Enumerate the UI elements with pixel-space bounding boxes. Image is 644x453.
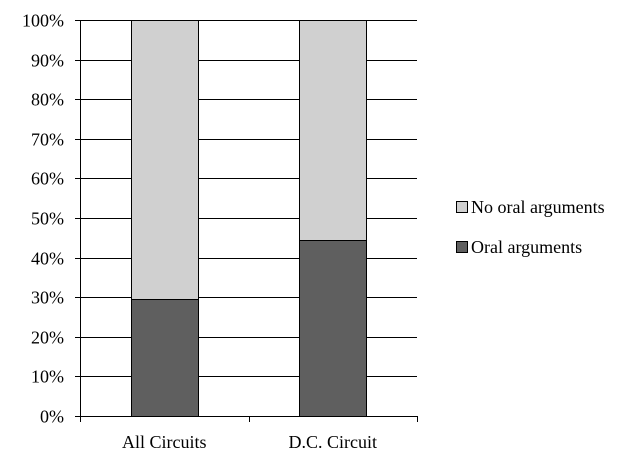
y-tick-label: 100%: [22, 11, 64, 31]
legend-label: No oral arguments: [471, 197, 605, 217]
y-tick-label: 60%: [31, 169, 64, 189]
y-tick-labels: 0% 10% 20% 30% 40% 50% 60% 70% 80% 90% 100%: [22, 11, 64, 427]
legend-swatch: [456, 201, 468, 213]
y-tick-label: 80%: [31, 90, 64, 110]
axes: [75, 20, 418, 422]
bar-d-c-circuit-oral-arguments: [299, 240, 367, 417]
bar-all-circuits-no-oral-arguments: [131, 20, 199, 300]
bar-all-circuits-oral-arguments: [131, 299, 199, 417]
y-tick-label: 40%: [31, 249, 64, 269]
y-tick-label: 70%: [31, 130, 64, 150]
category-labels: All Circuits D.C. Circuit: [122, 432, 377, 452]
y-tick-label: 30%: [31, 288, 64, 308]
category-label: All Circuits: [122, 432, 207, 452]
y-tick-label: 20%: [31, 328, 64, 348]
y-tick-label: 90%: [31, 51, 64, 71]
y-tick-label: 0%: [40, 407, 64, 427]
bar-d-c-circuit-no-oral-arguments: [299, 20, 367, 241]
category-label: D.C. Circuit: [289, 432, 378, 452]
legend: No oral arguments Oral arguments: [456, 197, 605, 257]
y-tick-label: 10%: [31, 367, 64, 387]
legend-swatch: [456, 241, 468, 253]
y-tick-label: 50%: [31, 209, 64, 229]
legend-label: Oral arguments: [471, 237, 582, 257]
